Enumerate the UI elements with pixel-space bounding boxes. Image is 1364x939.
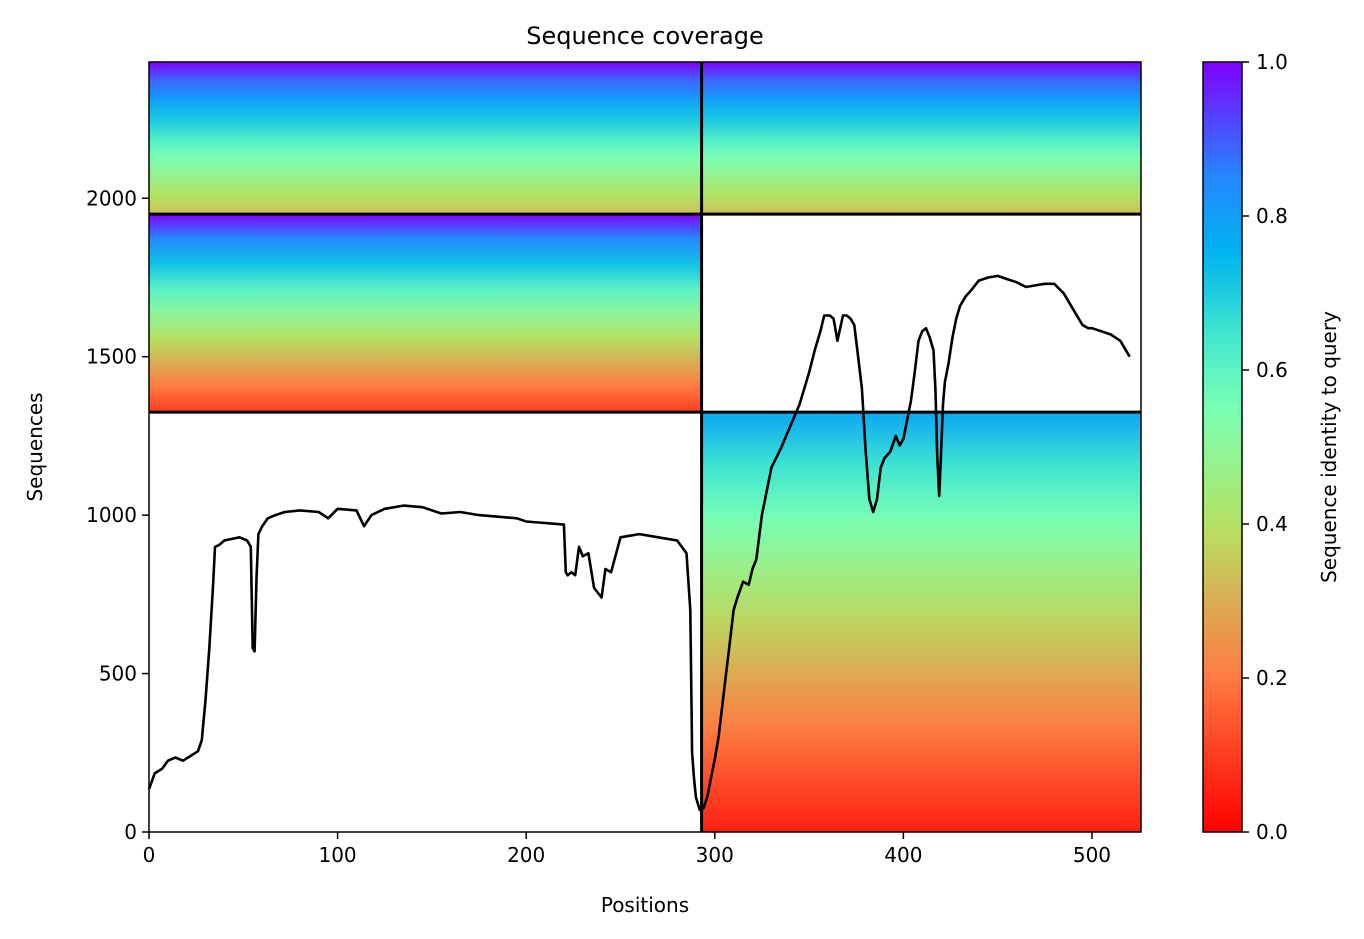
colorbar-tick-label: 0.8 bbox=[1256, 204, 1288, 228]
colorbar-label: Sequence identity to query bbox=[1317, 311, 1341, 583]
x-axis-ticks: 0 100 200 300 400 500 bbox=[143, 832, 1111, 867]
x-tick-label: 200 bbox=[507, 843, 545, 867]
x-tick-label: 0 bbox=[143, 843, 156, 867]
segment-boundaries bbox=[149, 62, 1141, 832]
heatmap-segment bbox=[149, 214, 702, 413]
colorbar: 0.0 0.2 0.4 0.6 0.8 1.0 Sequence identity to … bbox=[1202, 50, 1341, 844]
colorbar-gradient bbox=[1202, 61, 1243, 833]
colorbar-tick-label: 1.0 bbox=[1256, 50, 1288, 74]
x-axis-label: Positions bbox=[601, 893, 689, 917]
coverage-line-group bbox=[147, 274, 1131, 812]
coverage-heatmap bbox=[149, 62, 1141, 832]
plot-frame bbox=[148, 61, 1142, 833]
x-tick-label: 500 bbox=[1073, 843, 1111, 867]
y-axis-ticks: 0 500 1000 1500 2000 bbox=[86, 186, 149, 844]
colorbar-tick-label: 0.4 bbox=[1256, 512, 1288, 536]
colorbar-tick-label: 0.6 bbox=[1256, 358, 1288, 382]
chart-title: Sequence coverage bbox=[526, 22, 763, 50]
y-axis-label: Sequences bbox=[23, 392, 47, 501]
heatmap-segment bbox=[701, 412, 1141, 832]
y-tick-label: 1500 bbox=[86, 345, 137, 369]
colorbar-ticks: 0.0 0.2 0.4 0.6 0.8 1.0 bbox=[1242, 50, 1288, 844]
colorbar-tick-label: 0.0 bbox=[1256, 820, 1288, 844]
x-tick-label: 400 bbox=[884, 843, 922, 867]
heatmap-segment bbox=[149, 62, 702, 215]
y-tick-label: 2000 bbox=[86, 186, 137, 210]
y-tick-label: 1000 bbox=[86, 503, 137, 527]
y-tick-label: 500 bbox=[99, 662, 137, 686]
x-tick-label: 300 bbox=[696, 843, 734, 867]
x-tick-label: 100 bbox=[318, 843, 356, 867]
coverage-line bbox=[147, 274, 1131, 812]
heatmap-segment bbox=[701, 62, 1141, 215]
y-tick-label: 0 bbox=[124, 820, 137, 844]
colorbar-tick-label: 0.2 bbox=[1256, 666, 1288, 690]
